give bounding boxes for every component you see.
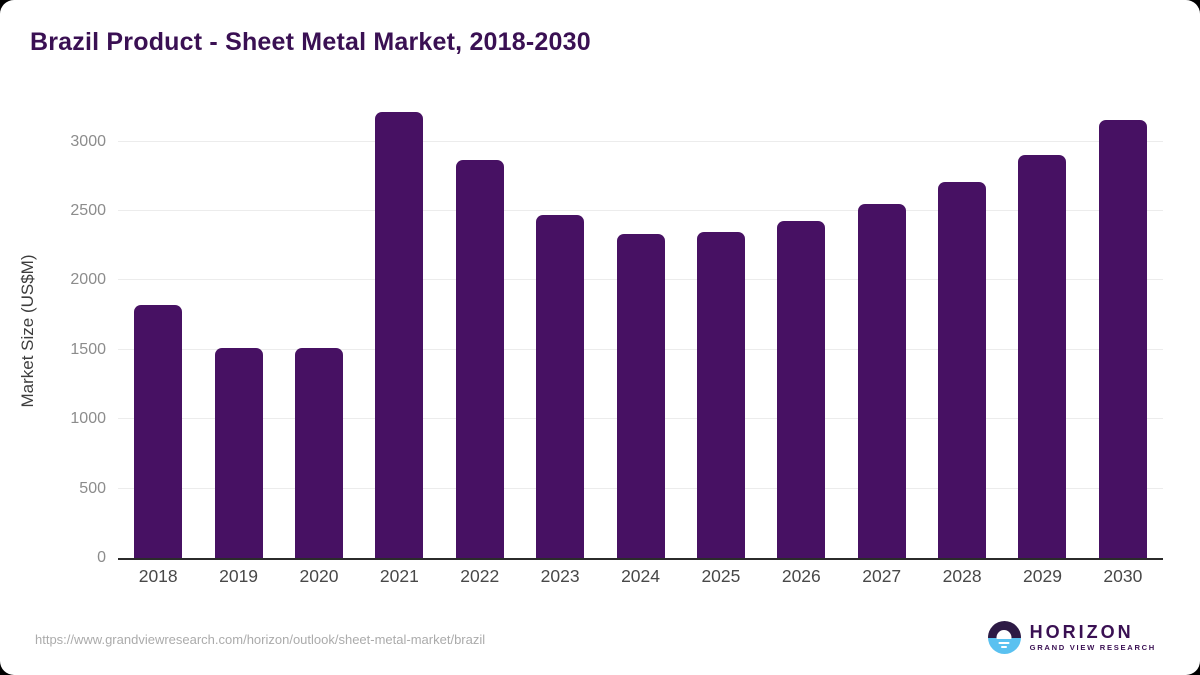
y-tick-label-500: 500 — [79, 479, 106, 497]
x-tick-label-2025: 2025 — [701, 566, 741, 586]
x-tick-label-2019: 2019 — [219, 566, 259, 586]
bar-slot-2019 — [198, 104, 278, 558]
gridline-2500 — [118, 209, 1163, 211]
plot-area: 0 500 1000 1500 2000 2500 3000 — [70, 104, 1163, 566]
horizon-logo-icon — [987, 621, 1021, 654]
x-tick-label-2029: 2029 — [1023, 566, 1062, 586]
bar-2027 — [857, 203, 906, 558]
x-tick-label-2020: 2020 — [299, 566, 339, 586]
logo-name: HORIZON — [1029, 622, 1134, 643]
bar-2030 — [1098, 119, 1147, 558]
logo-sky-half — [987, 621, 1021, 638]
y-tick-label-1000: 1000 — [70, 410, 106, 428]
bar-2028 — [938, 182, 987, 558]
bar-slot-2026 — [761, 104, 841, 558]
source-url: https://www.grandviewresearch.com/horizo… — [35, 632, 486, 647]
bar-slot-2030 — [1083, 104, 1163, 558]
bar-2020 — [294, 347, 343, 558]
bar-2022 — [455, 159, 504, 558]
y-tick-label-2000: 2000 — [70, 271, 106, 289]
x-tick-label-2030: 2030 — [1103, 566, 1143, 586]
bar-slot-2018 — [118, 104, 198, 558]
logo-sea-half — [987, 637, 1021, 654]
bar-slot-2023 — [520, 104, 600, 558]
y-tick-label-3000: 3000 — [70, 132, 106, 150]
bar-2024 — [616, 233, 665, 558]
x-axis-labels: 2018 2019 2020 2021 2022 2023 2024 2025 2026 2027… — [118, 566, 1163, 587]
y-axis-title: Market Size (US$M) — [18, 254, 37, 408]
x-tick-label-2022: 2022 — [460, 566, 500, 586]
x-tick-label-2024: 2024 — [621, 566, 660, 586]
y-tick-label-2500: 2500 — [70, 201, 106, 219]
logo-reflection-dash — [998, 641, 1010, 644]
bar-2018 — [134, 305, 183, 558]
y-tick-label-1500: 1500 — [70, 340, 106, 358]
bar-2025 — [696, 231, 745, 558]
bar-2026 — [777, 221, 826, 558]
bar-2029 — [1018, 155, 1067, 558]
y-tick-label-0: 0 — [97, 549, 106, 566]
bar-slot-2020 — [279, 104, 359, 558]
bar-slot-2029 — [1002, 104, 1082, 558]
gridline-3000 — [118, 140, 1163, 142]
logo-subtitle: GRAND VIEW RESEARCH — [1029, 643, 1156, 653]
bar-2023 — [536, 215, 585, 558]
x-tick-label-2018: 2018 — [138, 566, 178, 586]
bar-slot-2025 — [681, 104, 761, 558]
bars-container — [118, 104, 1163, 558]
x-tick-label-2027: 2027 — [862, 566, 902, 586]
x-tick-label-2028: 2028 — [942, 566, 982, 586]
logo-sun-shape — [996, 630, 1012, 639]
logo-text: HORIZON GRAND VIEW RESEARCH — [1030, 623, 1156, 652]
x-tick-label-2023: 2023 — [540, 566, 580, 586]
bar-slot-2021 — [359, 104, 439, 558]
bar-2019 — [214, 347, 263, 558]
bar-slot-2022 — [440, 104, 520, 558]
x-tick-label-2026: 2026 — [781, 566, 821, 586]
bar-slot-2028 — [922, 104, 1002, 558]
bar-slot-2027 — [842, 104, 922, 558]
x-tick-label-2021: 2021 — [379, 566, 419, 586]
bar-slot-2024 — [600, 104, 680, 558]
chart-title: Brazil Product - Sheet Metal Market, 201… — [30, 28, 591, 56]
horizon-logo: HORIZON GRAND VIEW RESEARCH — [987, 621, 1156, 654]
logo-reflection-dash — [1001, 646, 1008, 649]
bar-2021 — [375, 111, 424, 558]
